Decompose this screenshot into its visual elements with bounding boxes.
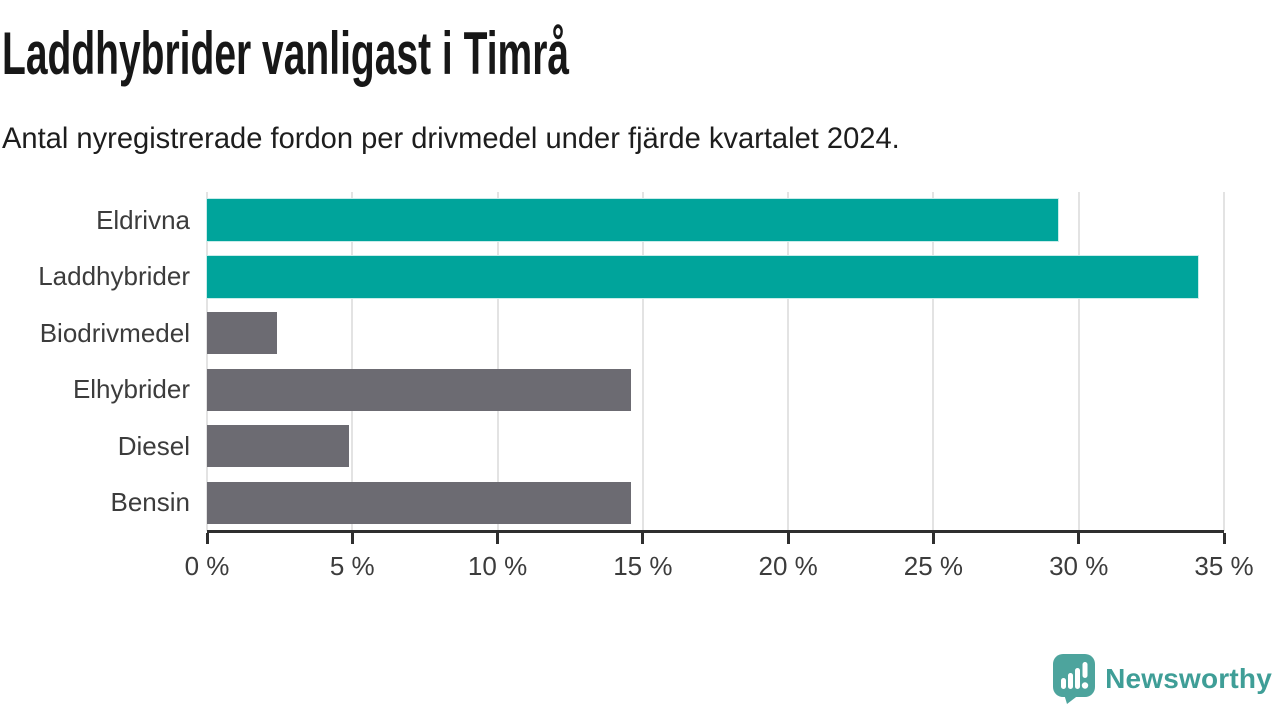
gridline-5: [351, 192, 354, 531]
newsworthy-logo: Newsworthy: [1052, 654, 1272, 704]
bar-row: Eldrivna: [0, 192, 1224, 249]
page-title: Laddhybrider vanligast i Timrå: [2, 24, 874, 84]
bar-row: Elhybrider: [0, 362, 1224, 419]
x-tick-label: 10 %: [467, 551, 528, 581]
x-tick-label: 25 %: [903, 551, 964, 581]
bar-elhybrider: [207, 368, 632, 411]
gridline-10: [496, 192, 499, 531]
gridline-15: [641, 192, 644, 531]
category-label: Laddhybrider: [38, 261, 190, 292]
bar-row: Biodrivmedel: [0, 305, 1224, 362]
bar-diesel: [207, 425, 350, 468]
x-tick-label: 0 %: [184, 551, 230, 581]
gridline-0: [206, 192, 208, 531]
x-tick-10: [496, 533, 500, 544]
category-label: Eldrivna: [96, 204, 190, 235]
category-label: Biodrivmedel: [39, 317, 190, 348]
bar-track: [207, 255, 1224, 298]
x-tick-5: [350, 533, 354, 544]
bar-row: Laddhybrider: [0, 249, 1224, 306]
bar-track: [207, 368, 1224, 411]
x-tick-label: 5 %: [329, 551, 375, 581]
x-tick-label: 35 %: [1194, 551, 1254, 581]
bar-track: [207, 481, 1224, 524]
x-tick-30: [1077, 533, 1081, 544]
bar-row: Diesel: [0, 418, 1224, 475]
bar-eldrivna: [207, 199, 1059, 242]
category-label: Diesel: [117, 430, 190, 461]
x-tick-25: [931, 533, 935, 544]
gridline-30: [1077, 192, 1080, 531]
bar-bensin: [207, 481, 632, 524]
x-tick-35: [1222, 533, 1226, 544]
bar-row: Bensin: [0, 475, 1224, 532]
gridline-35: [1223, 192, 1225, 531]
gridline-25: [932, 192, 935, 531]
category-label: Elhybrider: [72, 374, 190, 405]
x-tick-label: 15 %: [613, 551, 673, 581]
page-subtitle: Antal nyregistrerade fordon per drivmede…: [2, 122, 928, 155]
page-title-text: Laddhybrider vanligast i Timrå: [2, 20, 570, 87]
x-tick-0: [205, 533, 209, 544]
x-tick-label: 30 %: [1049, 551, 1109, 581]
bar-rows: Eldrivna Laddhybrider Biodrivmedel Elhybrid…: [0, 192, 1224, 531]
newsworthy-speech-bubble-bar-chart-icon: [1053, 654, 1096, 704]
x-axis: 0 % 5 % 10 % 15 % 20 % 25 % 30 % 35 %: [185, 530, 1254, 589]
x-tick-20: [786, 533, 790, 544]
x-tick-label: 20 %: [758, 551, 818, 581]
bar-track: [207, 312, 1224, 355]
bar-biodrivmedel: [207, 312, 277, 355]
x-tick-15: [641, 533, 645, 544]
brand-name: Newsworthy: [1105, 663, 1272, 694]
bar-laddhybrider: [207, 255, 1198, 298]
category-label: Bensin: [110, 487, 191, 518]
bar-track: [207, 425, 1224, 468]
bar-chart: Eldrivna Laddhybrider Biodrivmedel Elhybrid…: [0, 192, 1225, 531]
plot-gridlines: [206, 192, 1225, 531]
page-subtitle-text: Antal nyregistrerade fordon per drivmede…: [2, 122, 900, 155]
bar-track: [207, 199, 1224, 242]
gridline-20: [787, 192, 790, 531]
